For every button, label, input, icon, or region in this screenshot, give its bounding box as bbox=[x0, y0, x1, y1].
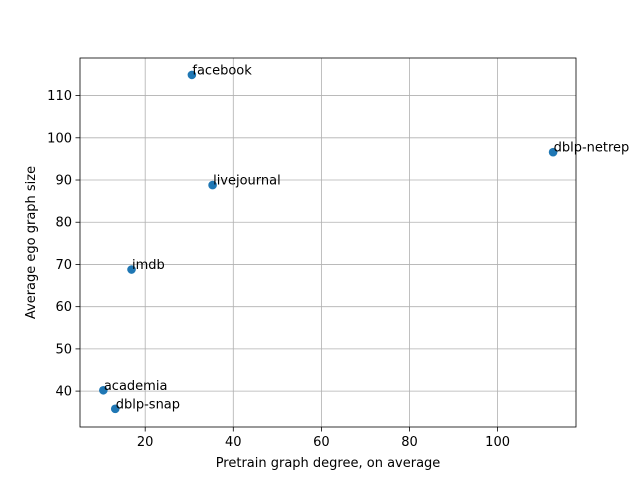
y-tick-label: 50 bbox=[55, 342, 72, 357]
x-tick-label: 80 bbox=[401, 435, 418, 450]
x-tick-label: 40 bbox=[225, 435, 242, 450]
data-point-imdb bbox=[127, 265, 136, 274]
data-points: facebook dblp-netrep livejournal imdb academ… bbox=[99, 63, 630, 414]
y-tick-label: 70 bbox=[55, 258, 72, 273]
data-label-dblp-netrep: dblp-netrep bbox=[554, 141, 630, 156]
y-tick-label: 110 bbox=[47, 89, 72, 104]
data-point-livejournal bbox=[208, 180, 217, 190]
y-tick-label: 60 bbox=[55, 300, 72, 315]
x-tick-label: 20 bbox=[137, 435, 154, 450]
grid bbox=[80, 58, 576, 427]
y-tick-label: 40 bbox=[55, 385, 72, 400]
y-tick-label: 100 bbox=[47, 131, 72, 146]
y-tick-label: 80 bbox=[55, 216, 72, 231]
y-axis-label: Average ego graph size bbox=[24, 166, 39, 319]
data-label-facebook: facebook bbox=[192, 63, 252, 78]
x-axis-label: Pretrain graph degree, on average bbox=[216, 456, 441, 471]
data-point-facebook bbox=[187, 70, 197, 80]
data-point-dblp-snap bbox=[110, 404, 120, 414]
x-tick-label: 100 bbox=[485, 435, 510, 450]
data-point-academia bbox=[99, 385, 108, 395]
data-label-dblp-snap: dblp-snap bbox=[116, 397, 180, 412]
data-point-dblp-netrep bbox=[548, 147, 558, 157]
data-label-imdb: imdb bbox=[132, 258, 165, 273]
y-tick-label: 90 bbox=[55, 174, 72, 189]
data-label-livejournal: livejournal bbox=[213, 174, 281, 189]
plot-area-frame bbox=[79, 57, 577, 428]
data-label-academia: academia bbox=[104, 379, 168, 394]
axis-ticks: 20 40 60 80 100 40 50 60 70 80 90 100 110 bbox=[47, 89, 510, 450]
x-tick-label: 60 bbox=[313, 435, 330, 450]
